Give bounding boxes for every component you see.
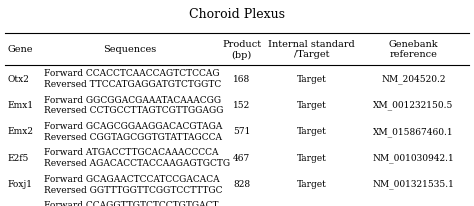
Text: Target: Target bbox=[296, 179, 326, 188]
Text: 828: 828 bbox=[233, 179, 250, 188]
Text: Target: Target bbox=[296, 101, 326, 110]
Text: Forward CCAGGTTGTCTCCTGTGACT
Reversed CACAACACGGTTGCTGTAT: Forward CCAGGTTGTCTCCTGTGACT Reversed CA… bbox=[44, 200, 219, 206]
Text: NM_001321535.1: NM_001321535.1 bbox=[373, 179, 455, 188]
Text: NM_204520.2: NM_204520.2 bbox=[381, 74, 446, 84]
Text: NM_001030942.1: NM_001030942.1 bbox=[373, 153, 455, 162]
Text: Forward GGCGGACGAAATACAAACGG
Reversed CCTGCCTTAGTCGTTGGAGG: Forward GGCGGACGAAATACAAACGG Reversed CC… bbox=[44, 95, 224, 115]
Text: Target: Target bbox=[296, 74, 326, 83]
Text: NM_204305.1: NM_204305.1 bbox=[381, 205, 446, 206]
Text: Product
(bp): Product (bp) bbox=[222, 40, 261, 59]
Text: Gene: Gene bbox=[7, 45, 33, 54]
Text: Genebank
reference: Genebank reference bbox=[389, 40, 438, 59]
Text: XM_015867460.1: XM_015867460.1 bbox=[373, 126, 454, 136]
Text: 168: 168 bbox=[233, 74, 250, 83]
Text: Sequences: Sequences bbox=[103, 45, 157, 54]
Text: Emx2: Emx2 bbox=[7, 127, 33, 136]
Text: Forward GCAGCGGAAGGACACGTAGA
Reversed CGGTAGCGGTGTATTAGCCA: Forward GCAGCGGAAGGACACGTAGA Reversed CG… bbox=[44, 121, 223, 141]
Text: E2f5: E2f5 bbox=[7, 153, 28, 162]
Text: 152: 152 bbox=[233, 101, 250, 110]
Text: Forward ATGACCTTGCACAAACCCCA
Reversed AGACACCTACCAAGAGTGCTG: Forward ATGACCTTGCACAAACCCCA Reversed AG… bbox=[44, 148, 230, 167]
Text: Target: Target bbox=[296, 153, 326, 162]
Text: Foxj1: Foxj1 bbox=[7, 179, 32, 188]
Text: 467: 467 bbox=[233, 153, 250, 162]
Text: Internal standard
/Target: Internal standard /Target bbox=[268, 40, 355, 59]
Text: Target: Target bbox=[296, 127, 326, 136]
Text: 571: 571 bbox=[233, 127, 250, 136]
Text: XM_001232150.5: XM_001232150.5 bbox=[374, 100, 454, 110]
Text: Otx2: Otx2 bbox=[7, 74, 29, 83]
Text: Forward CCACCTCAACCAGTCTCCAG
Reversed TTCCATGAGGATGTCTGGTC: Forward CCACCTCAACCAGTCTCCAG Reversed TT… bbox=[44, 69, 221, 89]
Text: Choroid Plexus: Choroid Plexus bbox=[189, 8, 285, 21]
Text: Forward GCAGAACTCCATCCGACACA
Reversed GGTTTGGTTCGGTCCTTTGC: Forward GCAGAACTCCATCCGACACA Reversed GG… bbox=[44, 174, 223, 194]
Text: Emx1: Emx1 bbox=[7, 101, 33, 110]
